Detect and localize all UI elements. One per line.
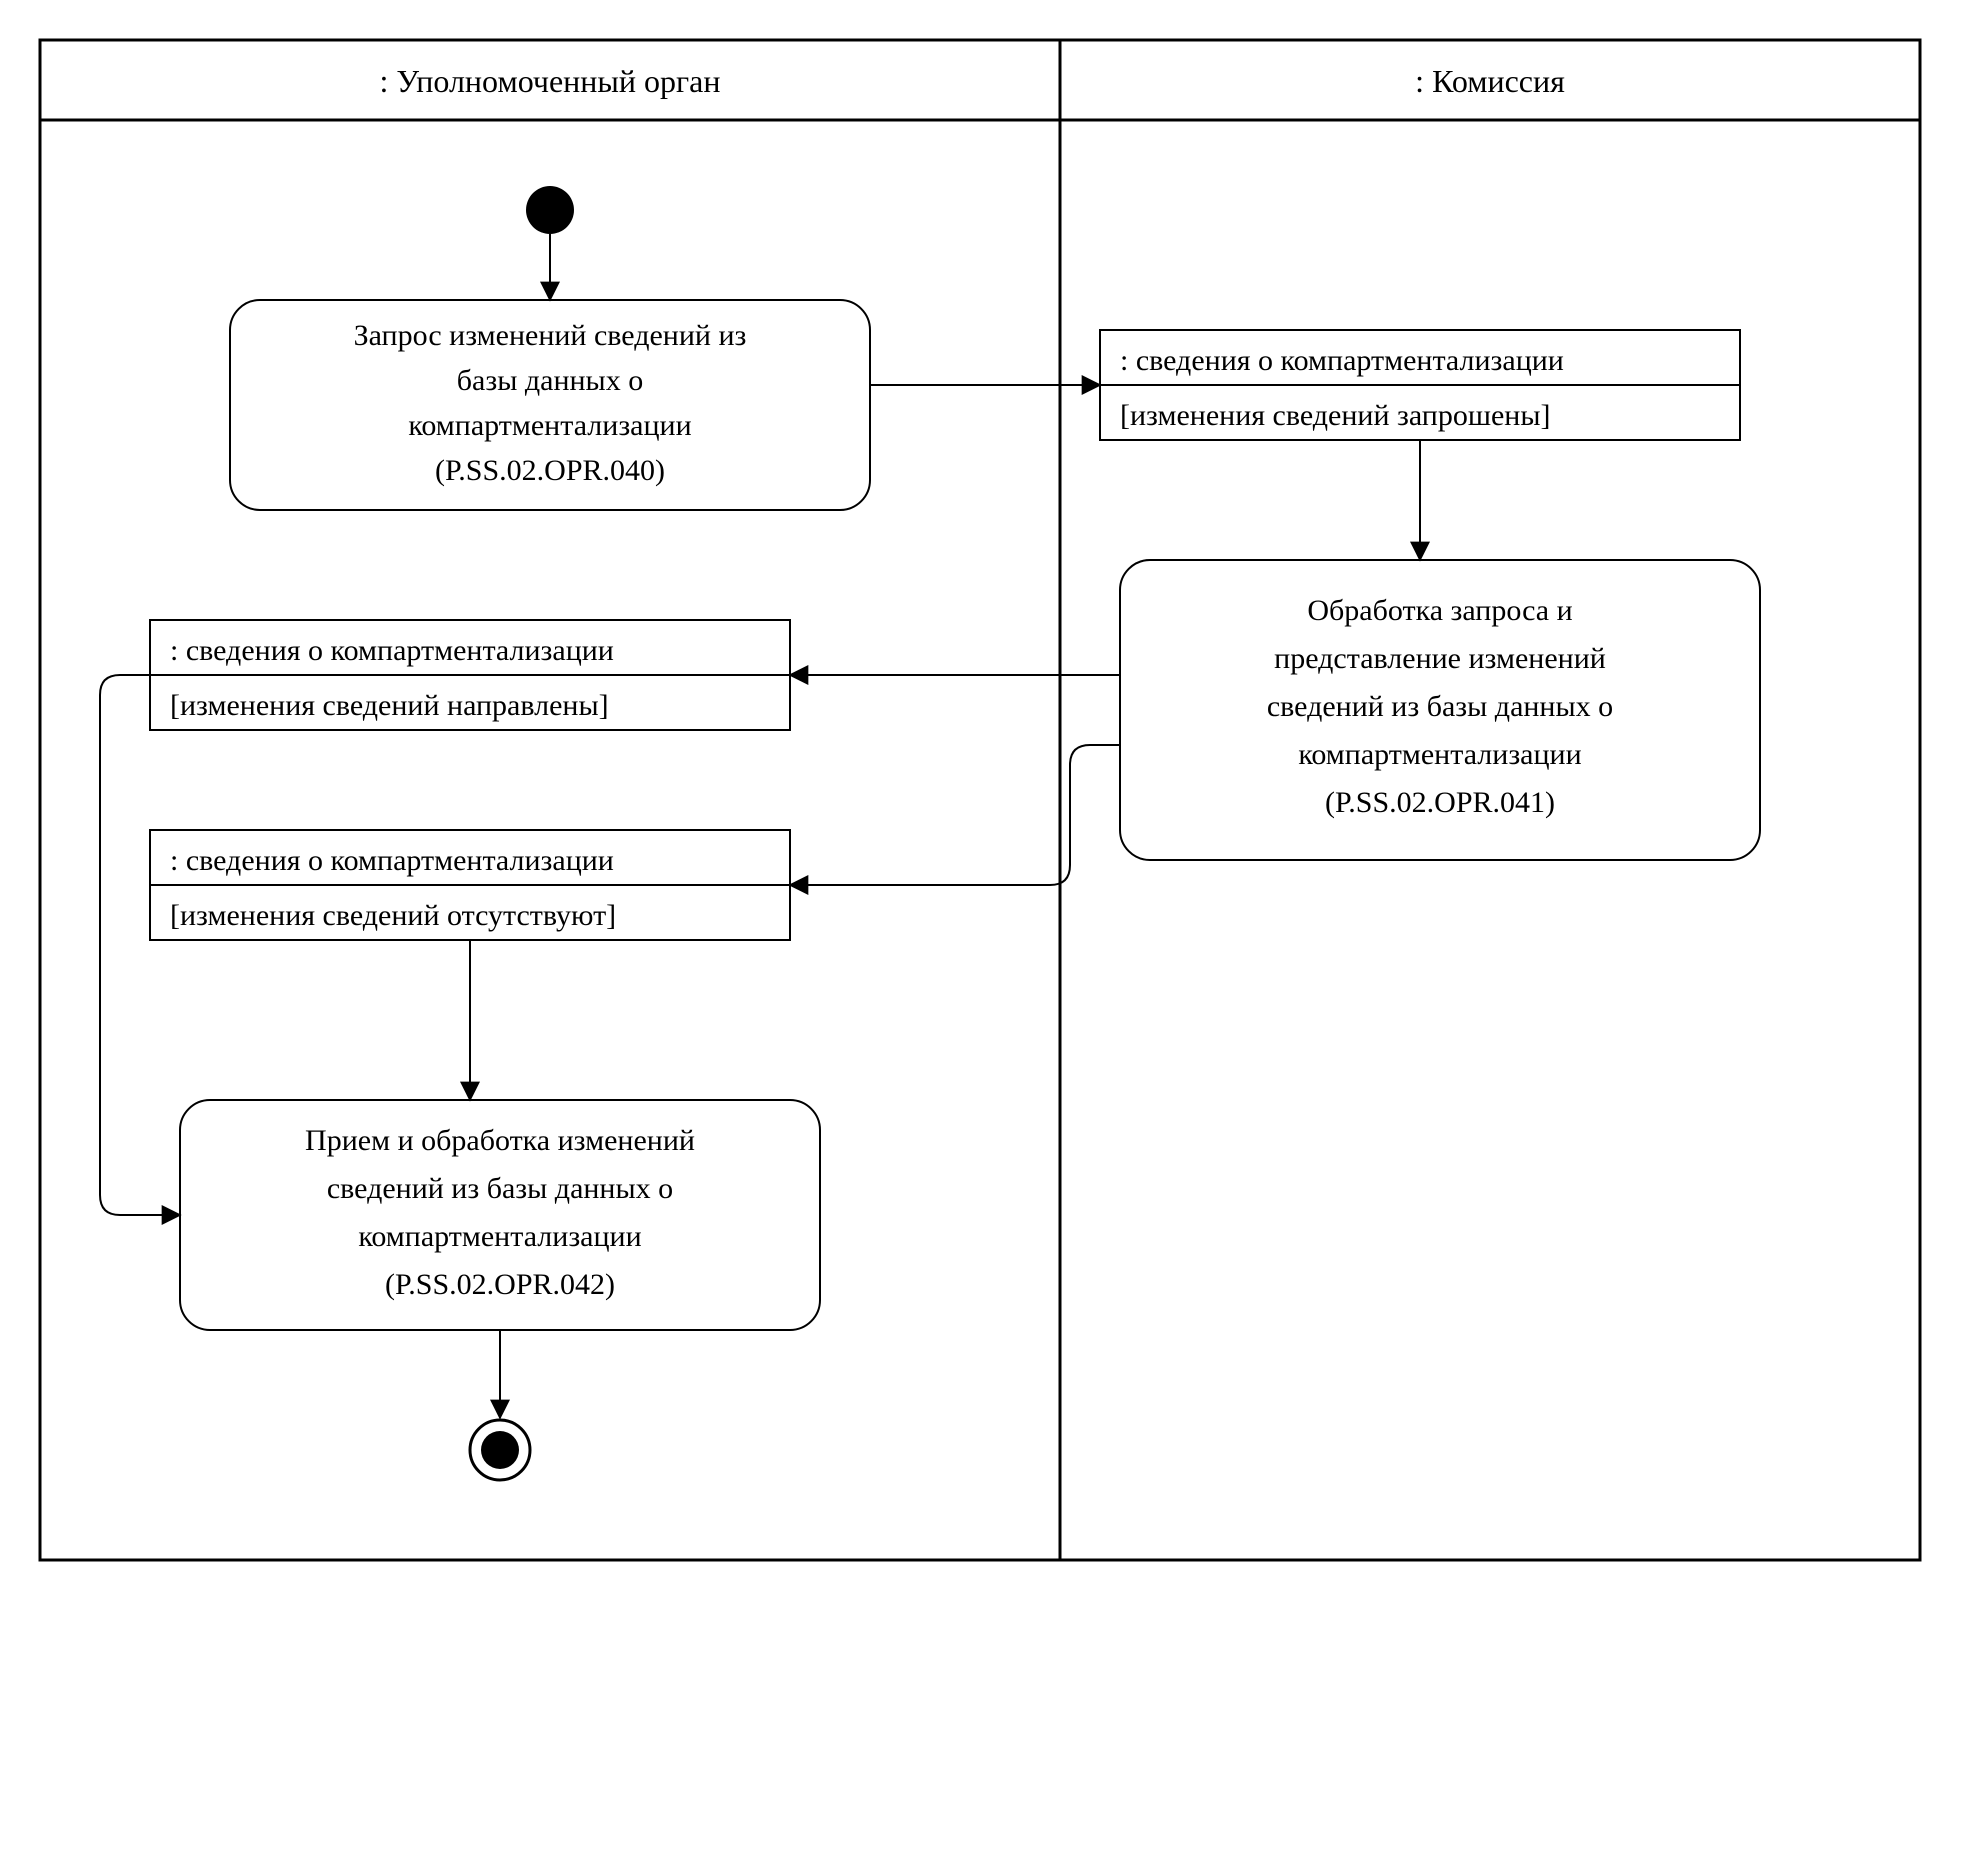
edge-obj-sent-to-accept — [100, 675, 180, 1215]
object-info-sent-state: [изменения сведений направлены] — [170, 689, 609, 722]
activity-process-line5: (P.SS.02.OPR.041) — [1325, 786, 1555, 819]
activity-diagram: : Уполномоченный орган : Комиссия Запрос… — [20, 20, 1940, 1580]
object-info-sent: : сведения о компартментализации [измене… — [150, 620, 790, 730]
activity-process-line2: представление изменений — [1274, 642, 1606, 675]
activity-request-line1: Запрос изменений сведений из — [354, 319, 747, 352]
end-node — [470, 1420, 530, 1480]
activity-accept-line1: Прием и обработка изменений — [305, 1124, 695, 1157]
activity-process-line4: компартментализации — [1298, 738, 1581, 771]
edge-process-to-obj-absent — [790, 745, 1120, 885]
activity-process-line1: Обработка запроса и — [1307, 594, 1572, 627]
swimlane-header-authorized-body: : Уполномоченный орган — [380, 63, 721, 99]
object-info-requested-state: [изменения сведений запрошены] — [1120, 399, 1550, 432]
activity-accept-line2: сведений из базы данных о — [327, 1172, 673, 1205]
object-info-absent: : сведения о компартментализации [измене… — [150, 830, 790, 940]
object-info-sent-title: : сведения о компартментализации — [170, 634, 614, 667]
activity-request-line2: базы данных о — [457, 364, 643, 397]
object-info-requested-title: : сведения о компартментализации — [1120, 344, 1564, 377]
object-info-absent-title: : сведения о компартментализации — [170, 844, 614, 877]
object-info-requested: : сведения о компартментализации [измене… — [1100, 330, 1740, 440]
activity-accept-line3: компартментализации — [358, 1220, 641, 1253]
activity-accept-line4: (P.SS.02.OPR.042) — [385, 1268, 615, 1301]
activity-request-line3: компартментализации — [408, 409, 691, 442]
activity-request-line4: (P.SS.02.OPR.040) — [435, 454, 665, 487]
activity-process-line3: сведений из базы данных о — [1267, 690, 1613, 723]
start-node — [526, 186, 574, 234]
object-info-absent-state: [изменения сведений отсутствуют] — [170, 899, 616, 932]
swimlane-header-commission: : Комиссия — [1415, 63, 1565, 99]
